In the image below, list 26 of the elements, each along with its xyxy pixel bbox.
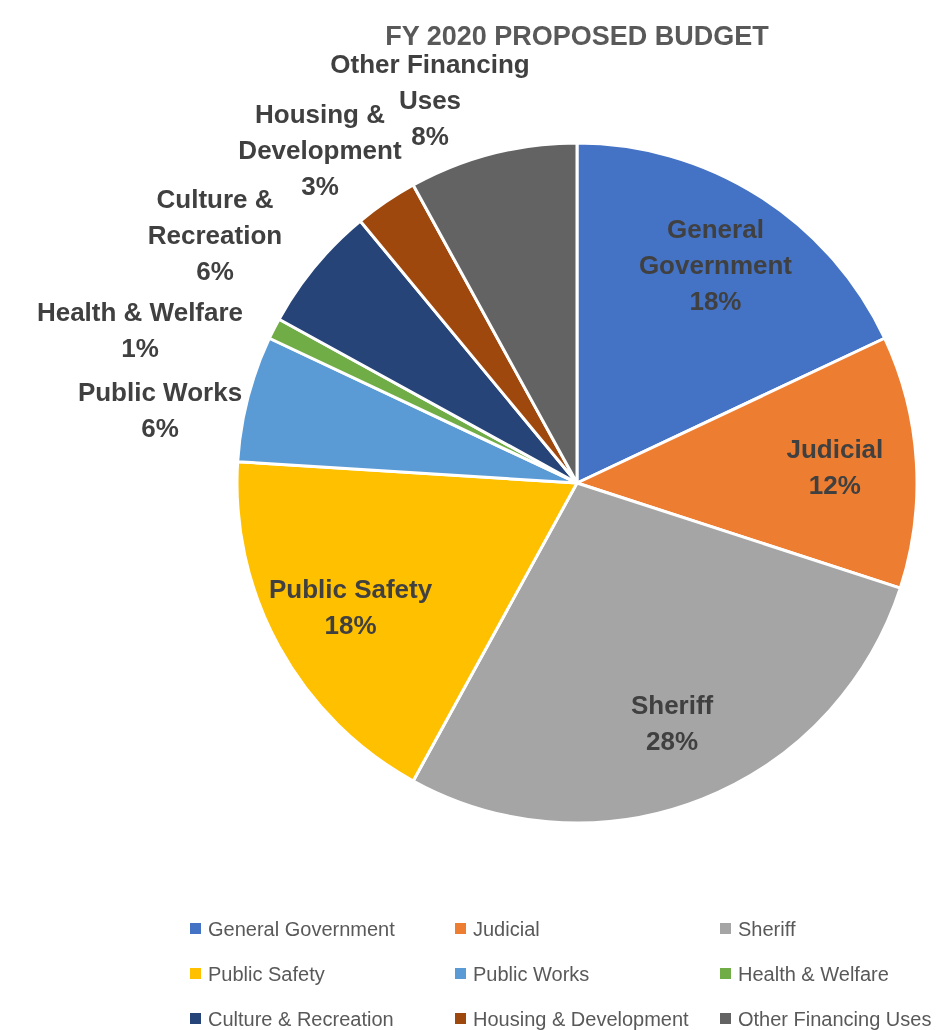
legend-label: Public Safety — [208, 963, 325, 985]
legend-label: Judicial — [473, 918, 540, 940]
data-label: 1% — [121, 333, 159, 363]
legend-label: Public Works — [473, 963, 590, 985]
slice-label: Judicial — [786, 433, 884, 464]
slice-label: General Government — [638, 213, 793, 280]
legend-label: Health & Welfare — [738, 963, 889, 985]
chart-title: FY 2020 PROPOSED BUDGET — [385, 21, 770, 51]
slice-label: Public Works — [77, 377, 243, 407]
data-label: 3% — [301, 171, 339, 201]
legend-label: Culture & Recreation — [208, 1008, 394, 1030]
data-label: 8% — [411, 121, 449, 151]
slice-label: Sheriff — [630, 690, 714, 721]
data-label: 18% — [689, 285, 742, 316]
slice-label: Public Safety — [268, 574, 433, 605]
data-label: 6% — [141, 413, 179, 443]
legend-label: Other Financing Uses — [738, 1008, 932, 1030]
data-label: 12% — [808, 469, 861, 500]
slice-label: Health & Welfare — [36, 297, 244, 327]
legend-label: Sheriff — [738, 918, 796, 940]
data-label: 18% — [324, 610, 377, 641]
slice-label: Culture & Recreation — [147, 184, 283, 250]
data-label: 6% — [196, 256, 234, 286]
data-label: 28% — [646, 726, 699, 757]
legend-label: General Government — [208, 918, 396, 940]
legend-label: Housing & Development — [473, 1008, 690, 1030]
